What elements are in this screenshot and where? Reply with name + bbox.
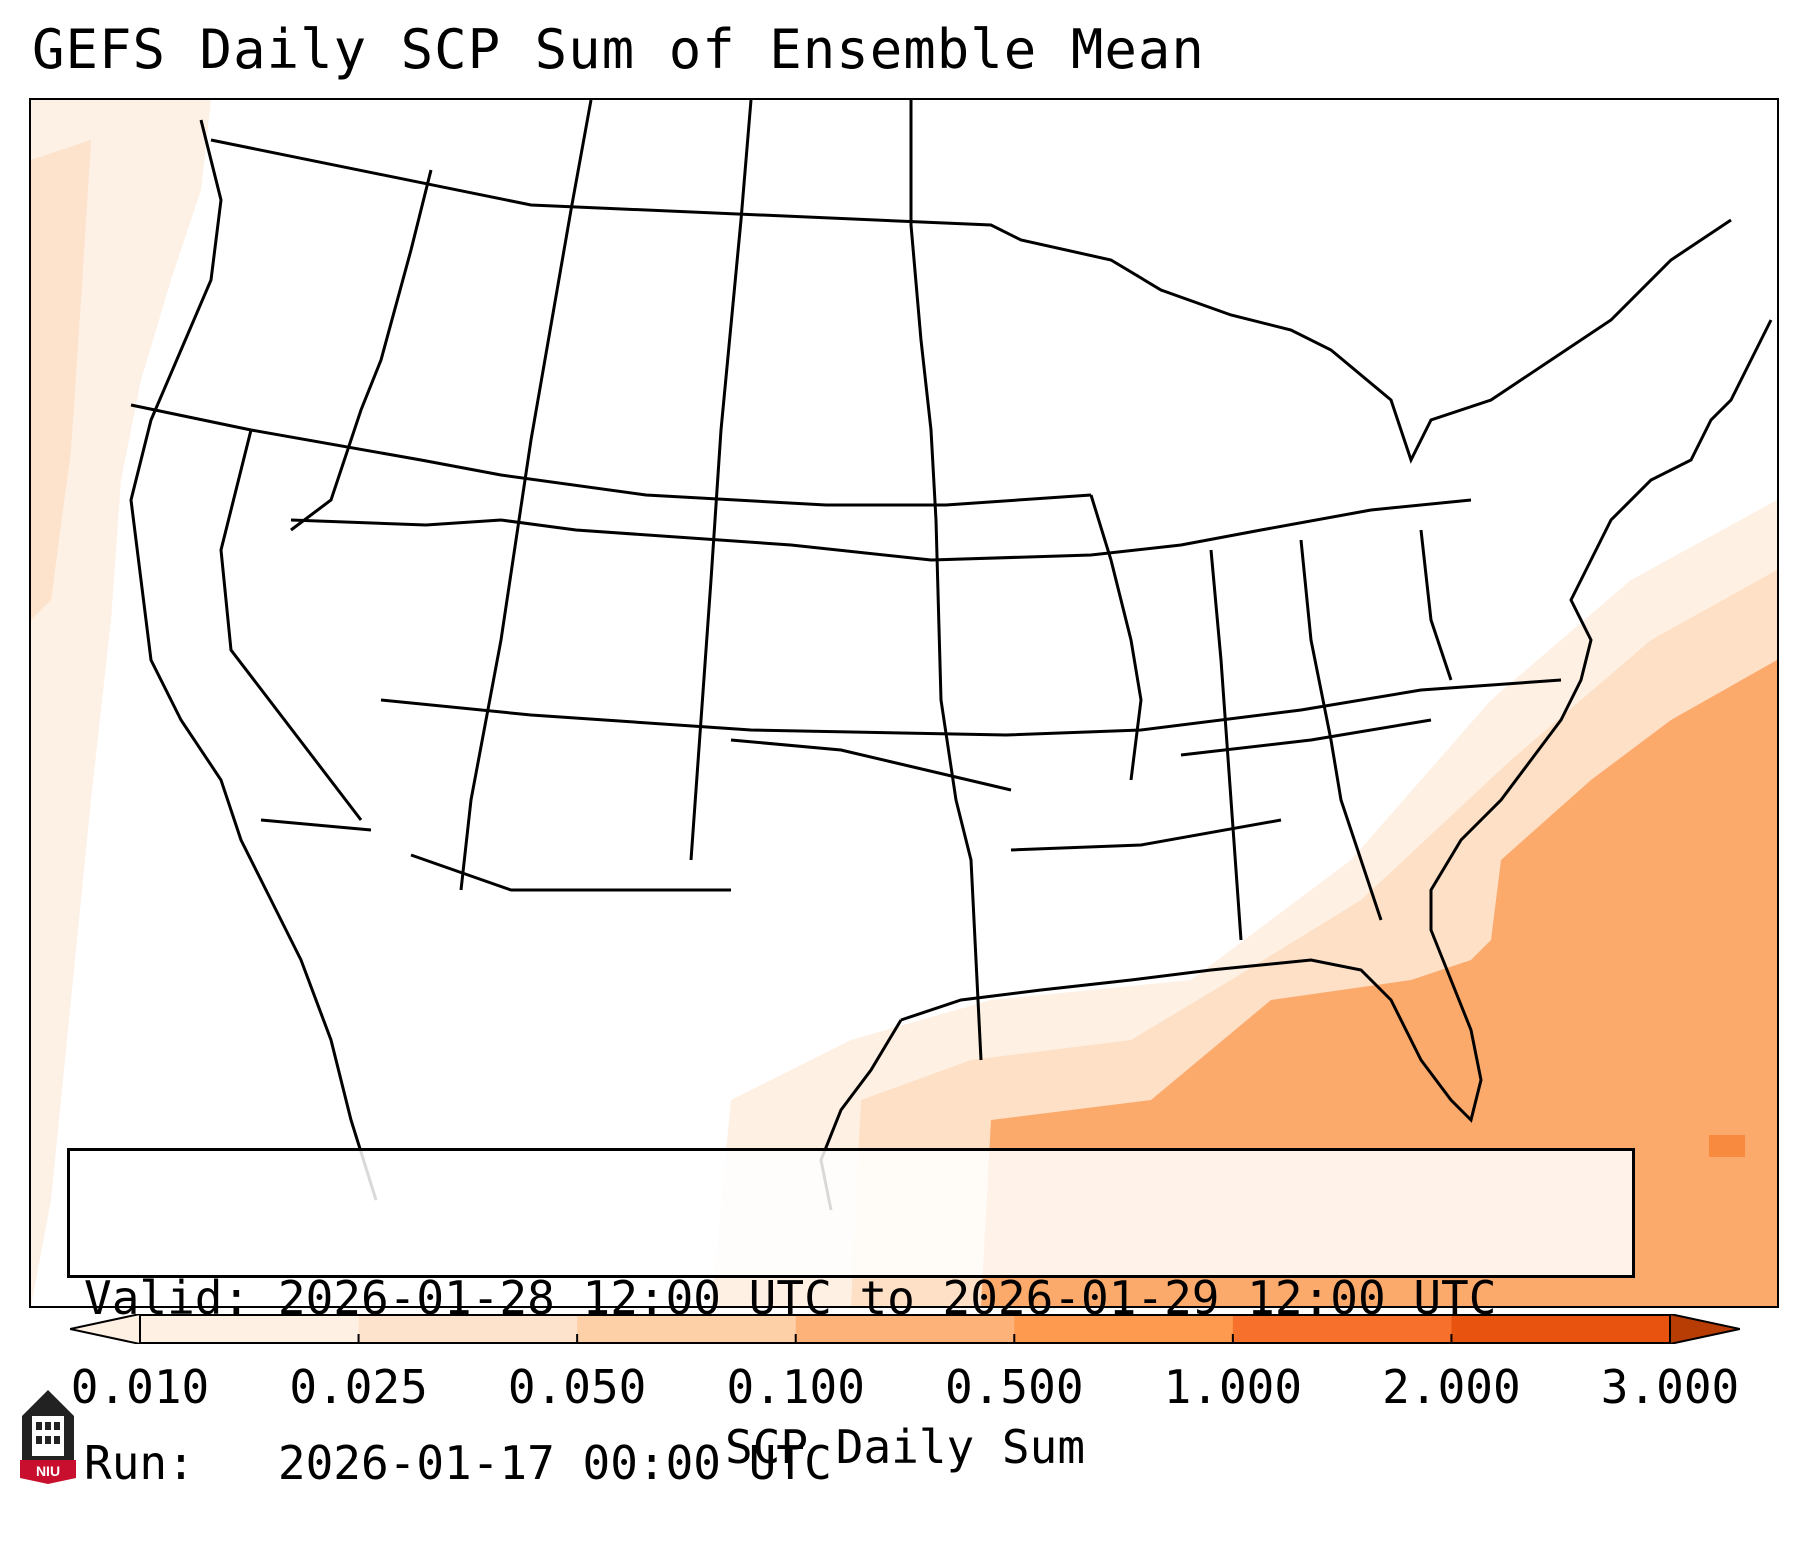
colorbar-segment (1451, 1314, 1671, 1344)
scp-shade-atlantic (981, 660, 1777, 1306)
colorbar-tick-label: 0.100 (726, 1360, 865, 1414)
colorbar-tick-label: 0.050 (507, 1360, 647, 1414)
colorbar-tick-label: 0.010 (70, 1360, 210, 1414)
colorbar-outline (139, 1314, 1671, 1344)
colorbar-segment (140, 1314, 360, 1344)
valid-run-info-box: Valid: 2026-01-28 12:00 UTC to 2026-01-2… (67, 1148, 1635, 1490)
scp-map-svg (31, 100, 1777, 1306)
run-label: Run: (84, 1436, 195, 1490)
state-borders (130, 100, 1562, 1061)
colorbar-segment (358, 1314, 578, 1344)
colorbar-segment (577, 1314, 797, 1344)
colorbar-label: SCP Daily Sum (724, 1420, 1086, 1474)
colorbar (70, 1314, 1740, 1344)
run-line: Run: 2026-01-17 00:00 UTC (84, 1436, 1618, 1491)
colorbar-tick-label: 2.000 (1382, 1360, 1521, 1414)
colorbar-extend-high (1669, 1314, 1740, 1344)
colorbar-segment (795, 1314, 1015, 1344)
colorbar-tick-label: 0.500 (945, 1360, 1084, 1414)
scp-shade-spot (1709, 1135, 1745, 1157)
scp-shade-west-coast (31, 100, 211, 1306)
scp-shade-west-coast-inner (31, 140, 91, 620)
map-title: GEFS Daily SCP Sum of Ensemble Mean (32, 18, 1205, 81)
colorbar-extend-low (70, 1314, 141, 1344)
colorbar-segment (1232, 1314, 1452, 1344)
colorbar-tick-label: 3.000 (1600, 1360, 1740, 1414)
colorbar-tick-label: 1.000 (1163, 1360, 1303, 1414)
colorbar-segment (1014, 1314, 1234, 1344)
niu-logo: NIU (20, 1390, 76, 1484)
map-panel (29, 98, 1779, 1308)
logo-text: NIU (36, 1463, 60, 1479)
run-value: 2026-01-17 00:00 UTC (277, 1436, 832, 1490)
canada-border (210, 138, 1732, 464)
colorbar-tick-label: 0.025 (289, 1360, 428, 1414)
